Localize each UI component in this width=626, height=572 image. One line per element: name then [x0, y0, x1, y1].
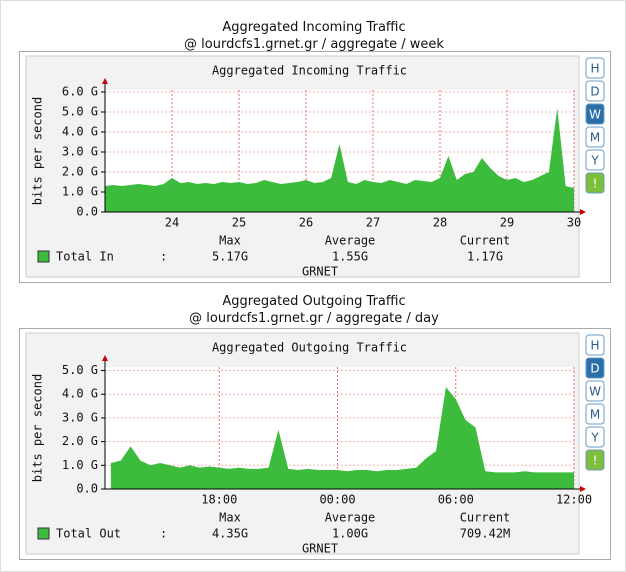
period-button[interactable]: H — [585, 334, 605, 356]
arrow — [102, 355, 108, 361]
chart: Aggregated Outgoing Traffic 0.0 1.0 G 2.0 G… — [25, 332, 605, 556]
period-button[interactable]: Y — [585, 426, 605, 448]
button-label: H — [590, 62, 599, 76]
period-button[interactable]: Y — [585, 149, 605, 171]
stat-value: 1.00G — [332, 527, 368, 541]
button-bg — [585, 126, 605, 148]
button-label: M — [590, 408, 600, 422]
y-axis-label: bits per second — [31, 97, 45, 205]
chart-box: Aggregated Incoming Traffic 0.0 1.0 G 2.0 G… — [19, 51, 611, 283]
period-button[interactable]: M — [585, 126, 605, 148]
y-tick-label: 5.0 G — [62, 363, 98, 377]
stat-value: 709.42M — [460, 527, 511, 541]
legend-separator: : — [160, 250, 167, 264]
stat-header: Current — [460, 511, 511, 525]
footer: GRNET — [302, 265, 338, 279]
period-button[interactable]: D — [585, 80, 605, 102]
button-bg — [585, 357, 605, 379]
chart-heading: Aggregated Incoming Traffic — [222, 20, 406, 35]
button-label: ! — [593, 454, 598, 468]
button-label: H — [590, 339, 599, 353]
chart-subheading: @ lourdcfs1.grnet.gr / aggregate / day — [189, 311, 439, 326]
button-label: W — [589, 108, 601, 122]
stat-value: 4.35G — [212, 527, 248, 541]
button-label: Y — [590, 154, 599, 168]
y-tick-label: 6.0 G — [62, 85, 98, 99]
button-bg — [585, 149, 605, 171]
area — [110, 387, 574, 489]
chart: Aggregated Incoming Traffic 0.0 1.0 G 2.0 G… — [25, 55, 605, 279]
button-label: ! — [593, 177, 598, 191]
button-bg — [585, 57, 605, 79]
arrow — [580, 209, 586, 215]
period-button[interactable]: ! — [585, 449, 605, 471]
button-bg — [585, 380, 605, 402]
period-button[interactable]: W — [585, 380, 605, 402]
button-bg — [585, 172, 605, 194]
stat-header: Average — [325, 511, 376, 525]
period-button[interactable]: W — [585, 103, 605, 125]
x-tick-label: 27 — [366, 216, 380, 230]
button-bg — [585, 449, 605, 471]
button-label: M — [590, 131, 600, 145]
stat-header: Current — [460, 234, 511, 248]
button-bg — [585, 334, 605, 356]
legend-label: Total Out — [56, 527, 121, 541]
arrow — [102, 78, 108, 84]
y-tick-label: 2.0 G — [62, 165, 98, 179]
legend-separator: : — [160, 527, 167, 541]
plot-title: Aggregated Incoming Traffic — [212, 64, 407, 78]
button-label: D — [590, 362, 599, 376]
button-bg — [585, 80, 605, 102]
x-tick-label: 30 — [567, 216, 581, 230]
period-button[interactable]: D — [585, 357, 605, 379]
chart-box: Aggregated Outgoing Traffic 0.0 1.0 G 2.0 G… — [19, 328, 611, 560]
period-button[interactable]: ! — [585, 172, 605, 194]
y-tick-label: 1.0 G — [62, 458, 98, 472]
x-tick-label: 26 — [299, 216, 313, 230]
y-tick-label: 3.0 G — [62, 410, 98, 424]
button-label: Y — [590, 431, 599, 445]
chart-heading: Aggregated Outgoing Traffic — [222, 294, 406, 309]
x-tick-label: 18:00 — [201, 493, 237, 507]
stat-value: 1.55G — [332, 250, 368, 264]
period-button[interactable]: H — [585, 57, 605, 79]
period-button[interactable]: M — [585, 403, 605, 425]
button-bg — [585, 103, 605, 125]
x-tick-label: 28 — [433, 216, 447, 230]
stat-value: 5.17G — [212, 250, 248, 264]
y-tick-label: 1.0 G — [62, 185, 98, 199]
plot-title: Aggregated Outgoing Traffic — [212, 341, 407, 355]
y-tick-label: 5.0 G — [62, 105, 98, 119]
stat-header: Max — [219, 234, 241, 248]
y-tick-label: 0.0 — [76, 205, 98, 219]
area — [105, 108, 574, 212]
button-bg — [585, 403, 605, 425]
x-tick-label: 29 — [500, 216, 514, 230]
footer: GRNET — [302, 542, 338, 556]
y-axis-label: bits per second — [31, 374, 45, 482]
stat-header: Max — [219, 511, 241, 525]
x-tick-label: 25 — [232, 216, 246, 230]
button-bg — [585, 426, 605, 448]
y-tick-label: 3.0 G — [62, 145, 98, 159]
button-label: D — [590, 85, 599, 99]
stat-header: Average — [325, 234, 376, 248]
legend-label: Total In — [56, 250, 114, 264]
stat-value: 1.17G — [467, 250, 503, 264]
y-tick-label: 4.0 G — [62, 387, 98, 401]
chart-subheading: @ lourdcfs1.grnet.gr / aggregate / week — [184, 37, 444, 52]
x-tick-label: 24 — [165, 216, 179, 230]
x-tick-label: 12:00 — [556, 493, 592, 507]
x-tick-label: 06:00 — [438, 493, 474, 507]
x-tick-label: 00:00 — [319, 493, 355, 507]
button-label: W — [589, 385, 601, 399]
y-tick-label: 0.0 — [76, 482, 98, 496]
legend-swatch — [37, 527, 50, 540]
y-tick-label: 2.0 G — [62, 434, 98, 448]
arrow — [580, 486, 586, 492]
y-tick-label: 4.0 G — [62, 125, 98, 139]
legend-swatch — [37, 250, 50, 263]
